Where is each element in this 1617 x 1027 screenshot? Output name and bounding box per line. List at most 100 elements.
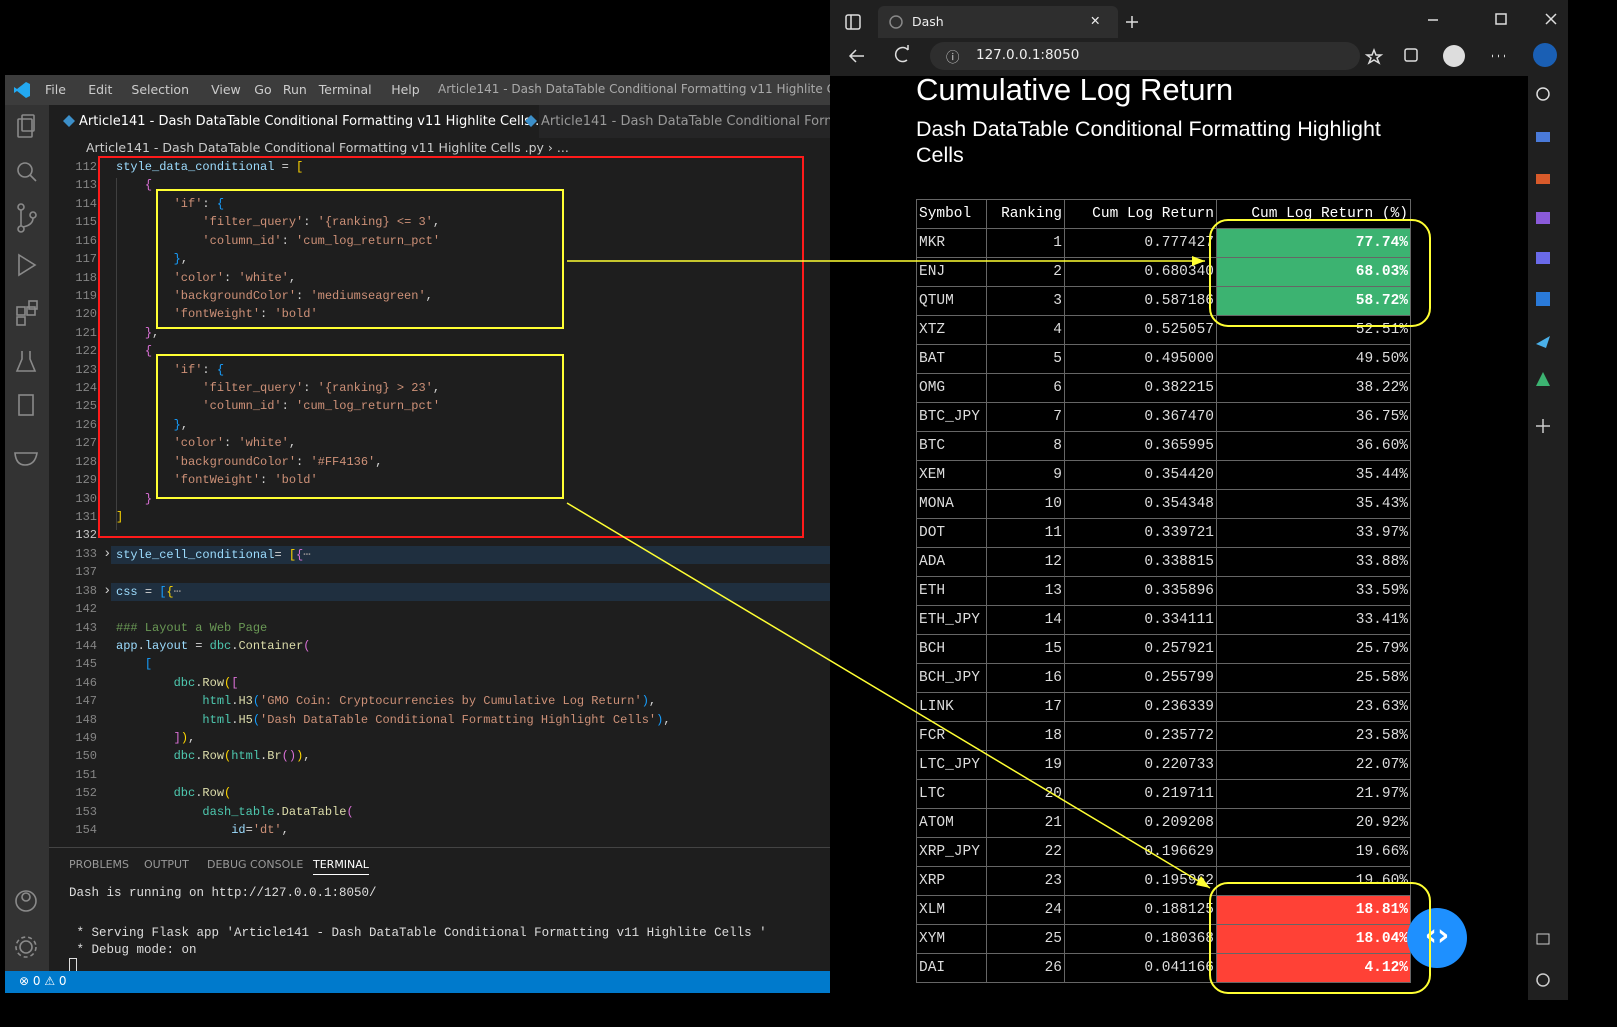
line-number: 113: [75, 178, 97, 193]
table-row: OMG 6 0.382215 38.22%: [916, 373, 1411, 403]
code-line: html.H3('GMO Coin: Cryptocurrencies by C…: [202, 694, 657, 709]
tab-label: Article141 - Dash DataTable Conditional …: [79, 114, 539, 129]
line-number: 137: [75, 565, 97, 580]
editor-tabs: Article141 - Dash DataTable Conditional …: [49, 105, 830, 138]
table-cell: 25.79%: [1216, 634, 1411, 664]
terminal-line: * Serving Flask app 'Article141 - Dash D…: [69, 926, 767, 940]
menu-item[interactable]: File: [45, 82, 66, 97]
page-subheading: Dash DataTable Conditional Formatting Hi…: [916, 117, 1381, 167]
browser-toolbar: Dash ✕ 127.0.0.1:8050 ⓘ: [830, 0, 1568, 76]
table-cell: LTC: [916, 779, 987, 809]
menu-item[interactable]: Terminal: [318, 82, 372, 97]
table-cell: 11: [986, 518, 1065, 548]
table-cell: BAT: [916, 344, 987, 374]
line-number: 138: [75, 583, 97, 598]
info-icon[interactable]: ⓘ: [946, 50, 960, 66]
tab-label: Article141 - Dash DataTable Conditional …: [541, 114, 830, 129]
line-number: 144: [75, 638, 97, 653]
code-line: 'if': {: [173, 196, 225, 211]
menu-item[interactable]: Edit: [88, 82, 113, 97]
table-cell: 0.339721: [1064, 518, 1217, 548]
code-line: dbc.Row(: [173, 786, 232, 801]
code-line: },: [144, 325, 160, 340]
browser-tab[interactable]: Dash ✕: [878, 6, 1118, 38]
vscode-logo: [14, 82, 30, 98]
code-line: id='dt',: [231, 823, 289, 838]
activity-bar: [5, 105, 49, 971]
table-cell: DOT: [916, 518, 987, 548]
activity-icons: [14, 114, 38, 958]
table-cell: ENJ: [916, 257, 987, 287]
line-number: 149: [75, 731, 97, 746]
code-line: style_cell_conditional= [{⋯: [116, 547, 311, 562]
table-cell: 15: [986, 634, 1065, 664]
line-number: 148: [75, 712, 97, 727]
error-count[interactable]: ⊗ 0 ⚠ 0: [19, 974, 67, 988]
menu-item[interactable]: Selection: [131, 82, 189, 97]
code-line: ]),: [173, 731, 196, 746]
table-cell: 0.235772: [1064, 721, 1217, 751]
table-row: LINK 17 0.236339 23.63%: [916, 692, 1411, 722]
menu-item[interactable]: Go: [254, 82, 272, 97]
menu-item[interactable]: Help: [391, 82, 420, 97]
line-number: 132: [75, 528, 97, 543]
table-cell: 36.75%: [1216, 402, 1411, 432]
line-number: 114: [75, 196, 97, 211]
table-cell: XRP_JPY: [916, 837, 987, 867]
table-cell: 0.680340: [1064, 257, 1217, 287]
errors: 0: [32, 974, 41, 988]
table-cell: 0.354420: [1064, 460, 1217, 490]
panel-tab[interactable]: DEBUG CONSOLE: [207, 858, 304, 871]
tab[interactable]: Article141 - Dash DataTable Conditional …: [511, 105, 830, 138]
code-editor: 112 style_data_conditional = [113 {114 'i…: [49, 158, 830, 846]
table-cell: 33.59%: [1216, 576, 1411, 606]
panel-tab[interactable]: PROBLEMS: [69, 858, 130, 871]
line-number: 126: [75, 417, 97, 432]
python-icon: [525, 115, 537, 127]
line-number: 133: [75, 546, 97, 561]
column-header[interactable]: Symbol: [916, 199, 987, 229]
panel-tab[interactable]: TERMINAL: [313, 858, 369, 875]
table-cell: 23.58%: [1216, 721, 1411, 751]
table-cell: 0.334111: [1064, 605, 1217, 635]
table-cell: LTC_JPY: [916, 750, 987, 780]
address-bar[interactable]: 127.0.0.1:8050 ⓘ: [930, 42, 1360, 70]
code-line: }: [144, 491, 153, 506]
fold-chevron[interactable]: ›: [103, 582, 112, 599]
column-header[interactable]: Cum Log Return: [1064, 199, 1217, 229]
line-number: 117: [75, 252, 97, 267]
code-line: {: [144, 178, 153, 193]
table-cell: 21: [986, 808, 1065, 838]
edge-sidebar: [1528, 76, 1568, 1000]
folded-line-highlight: [111, 545, 830, 564]
line-number: 131: [75, 509, 97, 524]
tab-close[interactable]: ✕: [1090, 13, 1101, 28]
table-cell: BCH_JPY: [916, 663, 987, 693]
fold-chevron[interactable]: ›: [103, 545, 112, 562]
breadcrumb-file: Article141 - Dash DataTable Conditional …: [86, 140, 544, 155]
table-cell: 68.03%: [1216, 257, 1411, 287]
table-cell: 21.97%: [1216, 779, 1411, 809]
browser-window: Dash ✕ 127.0.0.1:8050 ⓘ Cumulative Log R…: [830, 0, 1568, 1000]
table-cell: 7: [986, 402, 1065, 432]
menu-item[interactable]: View: [211, 82, 241, 97]
code-line: },: [173, 417, 189, 432]
column-header[interactable]: Cum Log Return (%): [1216, 199, 1411, 229]
table-row: LTC 20 0.219711 21.97%: [916, 779, 1411, 809]
line-number: 125: [75, 399, 97, 414]
table-cell: LINK: [916, 692, 987, 722]
table-row: ENJ 2 0.680340 68.03%: [916, 257, 1411, 287]
code-line: 'color': 'white',: [173, 436, 297, 451]
code-line: dash_table.DataTable(: [202, 804, 354, 819]
table-cell: 0.495000: [1064, 344, 1217, 374]
panel-tab[interactable]: OUTPUT: [144, 858, 189, 871]
code-line: 'filter_query': '{ranking} > 23',: [202, 381, 441, 396]
tab-active[interactable]: Article141 - Dash DataTable Conditional …: [49, 105, 539, 138]
dash-debug-button[interactable]: ‹›: [1407, 908, 1467, 968]
table-cell: QTUM: [916, 286, 987, 316]
fold-ellipsis: ⋯: [173, 584, 181, 599]
table-cell: 0.335896: [1064, 576, 1217, 606]
menu-item[interactable]: Run: [282, 82, 307, 97]
table-cell: 0.041166: [1064, 953, 1217, 983]
